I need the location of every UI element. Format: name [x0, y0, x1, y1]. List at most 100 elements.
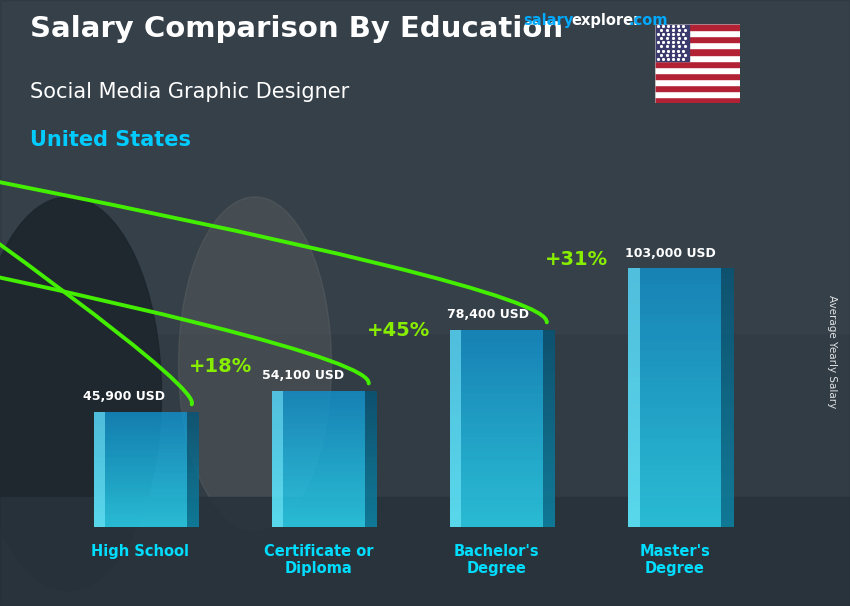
Bar [187, 513, 199, 516]
Bar [721, 517, 734, 522]
Bar [0, 497, 850, 606]
Bar [272, 454, 365, 456]
Bar [721, 408, 734, 413]
Bar [187, 419, 199, 421]
Bar [365, 443, 377, 445]
Bar [450, 460, 543, 464]
Bar [365, 432, 377, 435]
Bar [450, 409, 543, 413]
Bar [628, 387, 721, 393]
Bar [721, 454, 734, 460]
Bar [721, 330, 734, 336]
Bar [450, 428, 543, 433]
Bar [543, 428, 555, 433]
Bar [721, 362, 734, 367]
Bar [628, 367, 721, 372]
Bar [272, 459, 365, 462]
Bar [543, 409, 555, 413]
Bar [187, 495, 199, 497]
Bar [365, 402, 377, 405]
Text: salary: salary [523, 13, 573, 28]
Bar [721, 465, 734, 470]
Bar [94, 504, 187, 507]
Bar [187, 439, 199, 442]
Bar [543, 511, 555, 515]
Bar [365, 505, 377, 508]
Bar [543, 425, 555, 428]
Bar [721, 413, 734, 419]
Bar [721, 336, 734, 341]
Bar [365, 484, 377, 487]
Bar [628, 393, 721, 398]
Bar [450, 350, 543, 354]
Bar [543, 504, 555, 507]
Bar [272, 525, 365, 527]
Bar [187, 433, 199, 435]
Bar [187, 414, 199, 416]
Bar [272, 522, 365, 525]
Bar [628, 491, 721, 496]
Bar [628, 408, 721, 413]
Bar [187, 518, 199, 521]
Bar [543, 480, 555, 484]
Bar [94, 521, 187, 522]
Bar [450, 515, 543, 519]
Bar [94, 453, 187, 456]
Bar [272, 427, 365, 429]
Bar [450, 330, 543, 334]
Bar [94, 481, 187, 484]
Bar [543, 499, 555, 504]
Bar [187, 412, 199, 414]
Bar [94, 495, 187, 497]
Bar [628, 268, 639, 527]
Bar [94, 462, 187, 465]
Bar [450, 436, 543, 441]
Bar [272, 489, 365, 492]
Bar [628, 465, 721, 470]
Bar [721, 299, 734, 305]
Bar [187, 516, 199, 518]
Bar [94, 430, 187, 433]
Bar [628, 403, 721, 408]
Bar [628, 476, 721, 481]
Bar [187, 522, 199, 525]
Bar [543, 397, 555, 401]
Bar [94, 412, 187, 414]
Bar [365, 514, 377, 516]
Bar [721, 320, 734, 325]
Bar [187, 509, 199, 511]
Bar [94, 516, 187, 518]
Bar [628, 299, 721, 305]
Bar [721, 341, 734, 346]
Bar [721, 439, 734, 444]
Bar [543, 334, 555, 338]
Bar [94, 424, 187, 425]
Bar [272, 416, 365, 418]
Bar [628, 511, 721, 517]
Bar [628, 325, 721, 330]
Bar [365, 525, 377, 527]
Bar [543, 378, 555, 381]
Bar [365, 470, 377, 473]
Bar [365, 516, 377, 519]
Bar [272, 470, 365, 473]
Bar [187, 474, 199, 476]
Bar [654, 79, 740, 85]
Bar [721, 273, 734, 279]
Bar [187, 416, 199, 419]
Bar [94, 490, 187, 493]
Bar [365, 467, 377, 470]
Bar [187, 476, 199, 479]
Bar [654, 30, 740, 36]
Bar [450, 491, 543, 496]
Bar [450, 393, 543, 397]
Bar [365, 451, 377, 454]
Bar [721, 393, 734, 398]
Bar [721, 268, 734, 273]
Bar [450, 358, 543, 362]
Bar [628, 330, 721, 336]
Bar [94, 522, 187, 525]
Bar [628, 336, 721, 341]
Bar [543, 436, 555, 441]
Bar [187, 470, 199, 472]
